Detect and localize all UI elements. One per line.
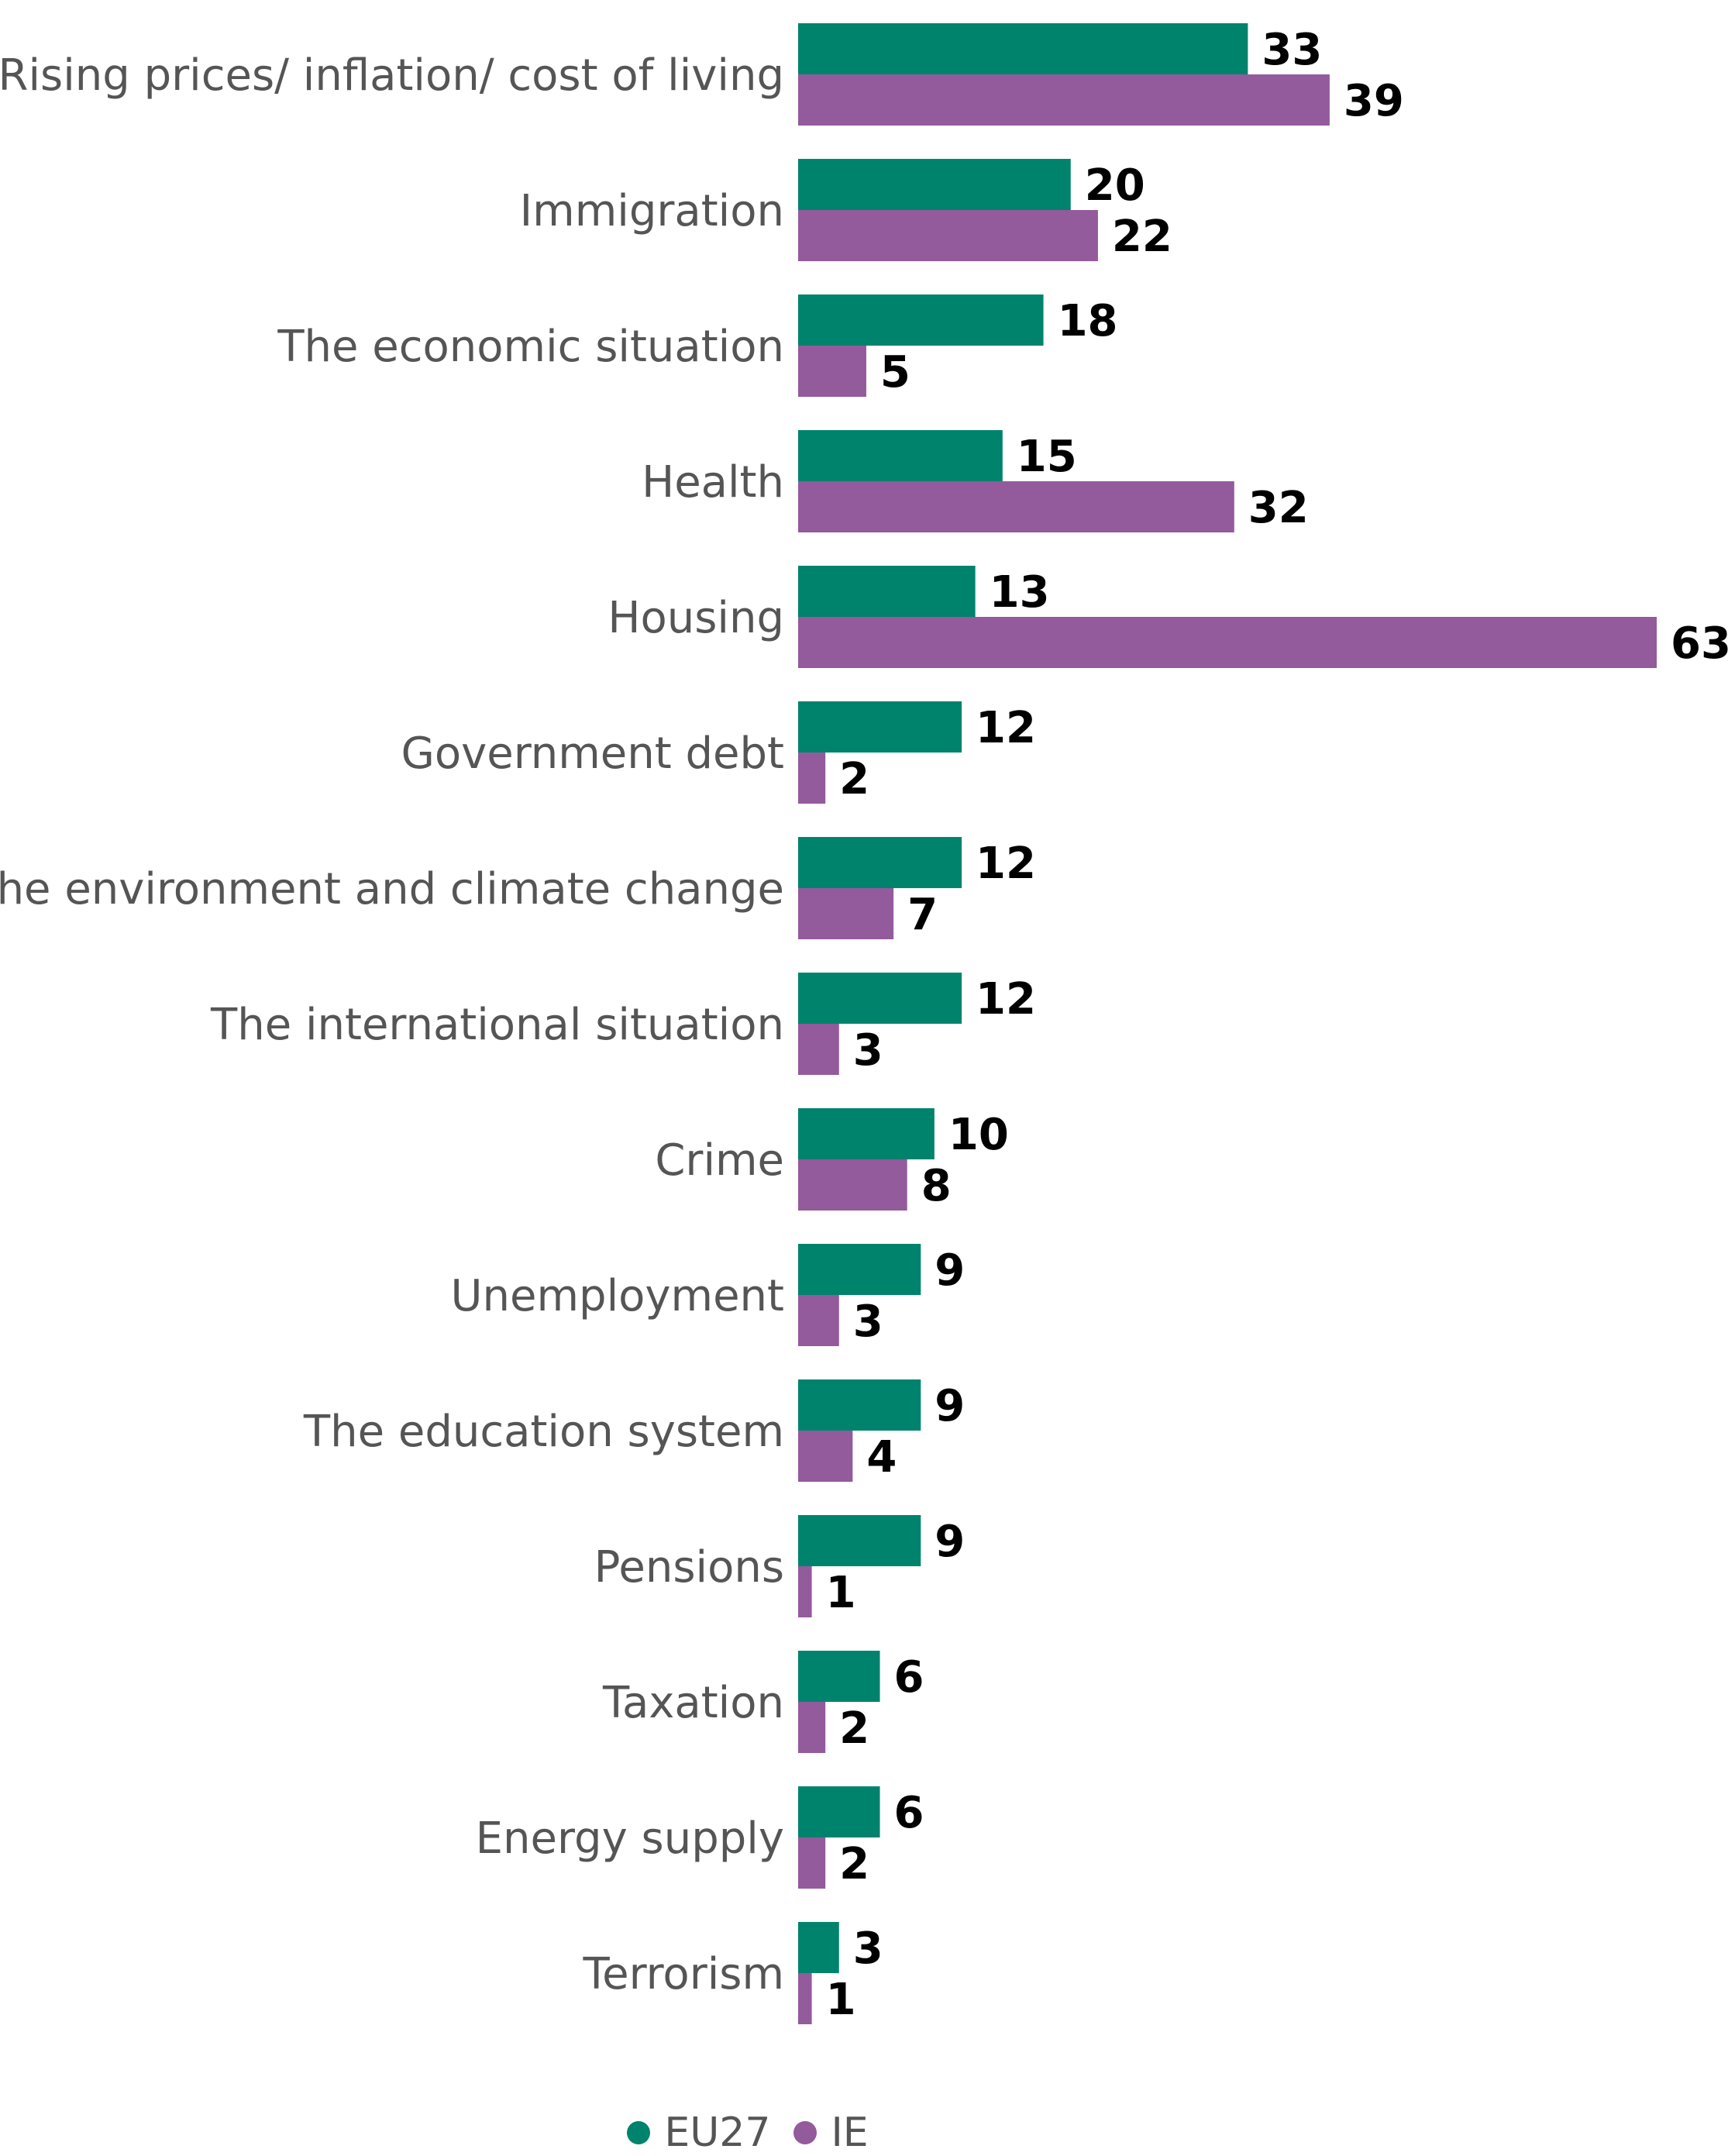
- bar-ie-the-international-situation: [798, 1024, 839, 1075]
- category-label-the-international-situation: The international situation: [210, 1000, 784, 1050]
- legend-item-ie: IE: [793, 2110, 869, 2156]
- category-label-terrorism: Terrorism: [582, 1949, 784, 1999]
- bar-eu27-the-economic-situation: [798, 294, 1044, 346]
- value-label-ie-the-international-situation: 3: [853, 1025, 883, 1076]
- legend-label-ie: IE: [831, 2110, 869, 2156]
- bar-ie-unemployment: [798, 1295, 839, 1346]
- bar-ie-the-environment-and-climate-change: [798, 888, 894, 939]
- value-label-ie-terrorism: 1: [826, 1975, 856, 2025]
- bar-eu27-energy-supply: [798, 1786, 880, 1837]
- bar-ie-pensions: [798, 1566, 812, 1617]
- category-label-rising-prices-inflation-cost-of-living: Rising prices/ inflation/ cost of living: [0, 50, 784, 101]
- value-label-ie-rising-prices-inflation-cost-of-living: 39: [1344, 76, 1404, 126]
- bar-eu27-the-environment-and-climate-change: [798, 837, 962, 888]
- category-label-taxation: Taxation: [602, 1678, 784, 1728]
- value-label-ie-unemployment: 3: [853, 1297, 883, 1347]
- value-label-eu27-government-debt: 12: [976, 703, 1036, 753]
- value-label-eu27-energy-supply: 6: [894, 1788, 924, 1838]
- bar-ie-housing: [798, 617, 1657, 668]
- legend-item-eu27: EU27: [627, 2110, 770, 2156]
- bar-eu27-unemployment: [798, 1244, 921, 1295]
- value-label-ie-health: 32: [1248, 483, 1309, 533]
- value-label-ie-immigration: 22: [1112, 212, 1172, 262]
- category-label-government-debt: Government debt: [401, 728, 784, 779]
- bar-ie-taxation: [798, 1702, 826, 1753]
- category-label-housing: Housing: [608, 593, 784, 643]
- category-label-pensions: Pensions: [594, 1542, 784, 1593]
- category-label-the-education-system: The education system: [303, 1407, 784, 1457]
- category-label-energy-supply: Energy supply: [476, 1813, 784, 1864]
- bar-eu27-rising-prices-inflation-cost-of-living: [798, 23, 1248, 74]
- value-label-eu27-housing: 13: [990, 567, 1050, 618]
- bar-ie-crime: [798, 1159, 907, 1211]
- bar-eu27-taxation: [798, 1651, 880, 1702]
- value-label-eu27-unemployment: 9: [935, 1245, 965, 1296]
- bar-ie-government-debt: [798, 753, 826, 804]
- value-label-ie-housing: 63: [1671, 618, 1728, 669]
- value-label-eu27-health: 15: [1017, 432, 1077, 482]
- value-label-ie-crime: 8: [921, 1161, 952, 1211]
- bar-ie-immigration: [798, 210, 1098, 261]
- bar-ie-energy-supply: [798, 1837, 826, 1889]
- category-label-unemployment: Unemployment: [451, 1271, 784, 1321]
- bar-eu27-the-education-system: [798, 1379, 921, 1431]
- value-label-eu27-rising-prices-inflation-cost-of-living: 33: [1262, 25, 1322, 75]
- legend: EU27 IE: [0, 2110, 1612, 2156]
- bar-eu27-immigration: [798, 159, 1071, 210]
- value-label-ie-taxation: 2: [839, 1703, 869, 1754]
- value-label-ie-energy-supply: 2: [839, 1839, 869, 1889]
- value-label-ie-the-economic-situation: 5: [880, 347, 910, 398]
- value-label-eu27-pensions: 9: [935, 1517, 965, 1567]
- category-label-the-environment-and-climate-change: The environment and climate change: [0, 864, 784, 914]
- bar-ie-health: [798, 481, 1234, 532]
- value-label-eu27-the-education-system: 9: [935, 1381, 965, 1431]
- value-label-ie-the-education-system: 4: [866, 1432, 897, 1483]
- bar-ie-the-education-system: [798, 1431, 853, 1482]
- value-label-eu27-terrorism: 3: [853, 1924, 883, 1974]
- bar-eu27-housing: [798, 566, 976, 617]
- value-label-eu27-immigration: 20: [1085, 160, 1145, 211]
- bar-ie-terrorism: [798, 1973, 812, 2024]
- legend-swatch-ie: [793, 2121, 818, 2144]
- legend-swatch-eu27: [627, 2121, 651, 2144]
- value-label-eu27-the-economic-situation: 18: [1058, 296, 1118, 346]
- bar-ie-the-economic-situation: [798, 346, 866, 397]
- bar-eu27-crime: [798, 1108, 935, 1159]
- category-label-health: Health: [642, 457, 784, 508]
- value-label-ie-pensions: 1: [826, 1568, 856, 1618]
- value-label-eu27-taxation: 6: [894, 1652, 924, 1703]
- bar-eu27-the-international-situation: [798, 973, 962, 1024]
- value-label-eu27-crime: 10: [948, 1110, 1009, 1160]
- value-label-ie-government-debt: 2: [839, 754, 869, 804]
- value-label-ie-the-environment-and-climate-change: 7: [907, 890, 938, 940]
- category-label-crime: Crime: [655, 1135, 784, 1186]
- category-label-immigration: Immigration: [520, 186, 784, 236]
- value-label-eu27-the-international-situation: 12: [976, 974, 1036, 1025]
- bar-eu27-terrorism: [798, 1922, 839, 1973]
- bar-eu27-health: [798, 430, 1003, 481]
- value-label-eu27-the-environment-and-climate-change: 12: [976, 839, 1036, 889]
- legend-label-eu27: EU27: [664, 2110, 771, 2156]
- bar-ie-rising-prices-inflation-cost-of-living: [798, 74, 1330, 126]
- category-label-the-economic-situation: The economic situation: [277, 322, 784, 372]
- bar-eu27-government-debt: [798, 701, 962, 753]
- bar-eu27-pensions: [798, 1515, 921, 1566]
